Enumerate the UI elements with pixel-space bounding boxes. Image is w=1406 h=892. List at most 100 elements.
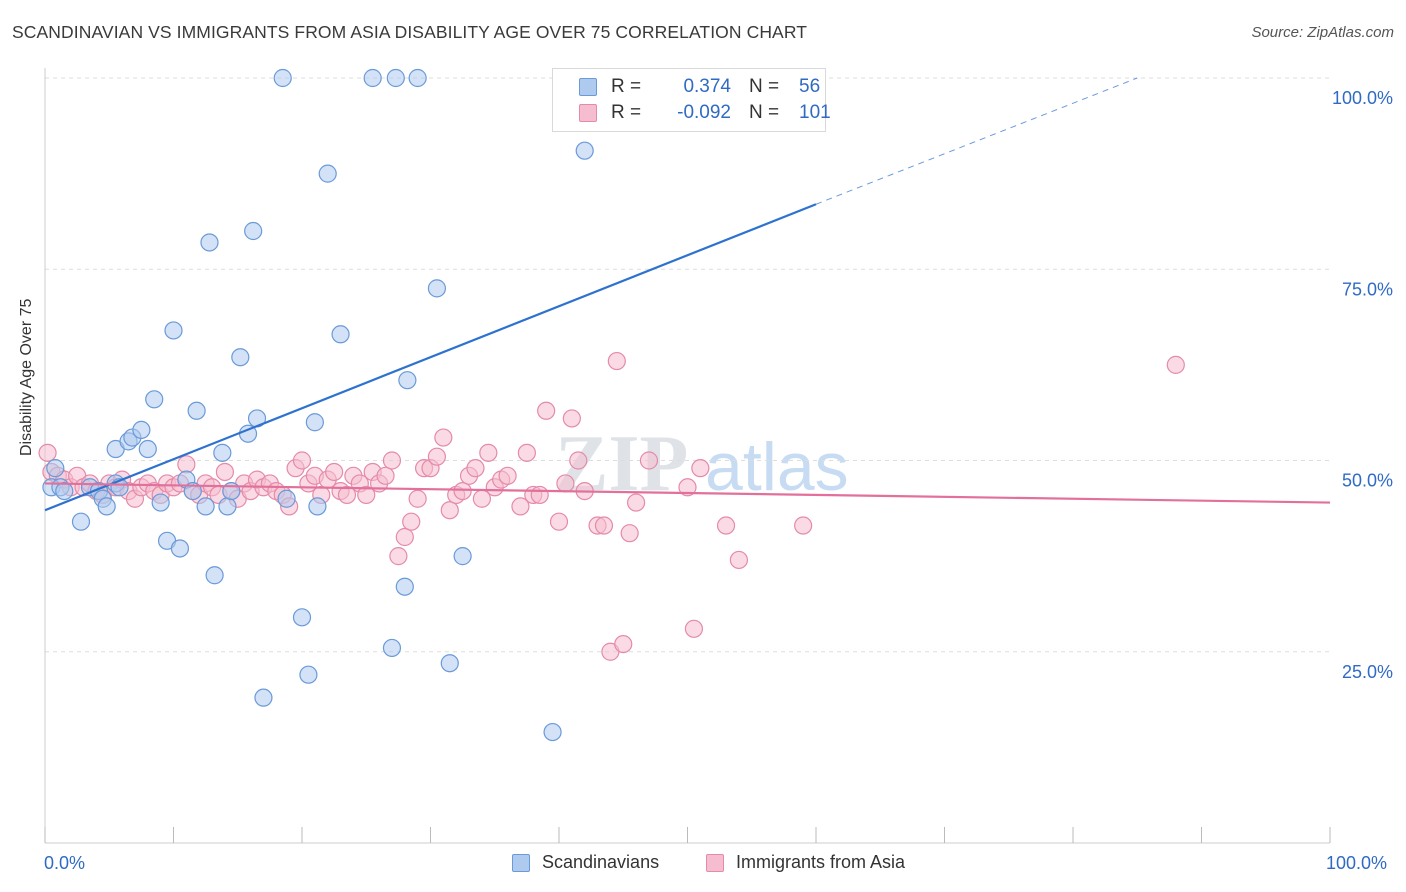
asia-point: [549, 512, 569, 531]
asia-point: [556, 474, 575, 493]
scandinavian-point: [543, 722, 562, 742]
asia-point: [357, 485, 376, 505]
scandinavian-point: [231, 348, 250, 367]
scandinavian-point: [218, 497, 237, 516]
asia-trend-line: [44, 482, 1331, 504]
scandinavian-point: [273, 68, 292, 88]
asia-point: [684, 619, 704, 638]
legend-r-value: -0.092: [677, 102, 731, 123]
asia-point: [678, 478, 697, 497]
asia-point: [562, 409, 581, 428]
scandinavian-point: [97, 497, 116, 516]
asia-point: [517, 443, 536, 462]
legend-r-label: R =: [611, 76, 642, 97]
asia-point: [466, 459, 485, 478]
scandinavian-point: [196, 497, 215, 516]
scandinavian-point: [331, 325, 350, 344]
series-legend: Scandinavians Immigrants from Asia: [0, 852, 1406, 876]
asia-point: [594, 516, 614, 535]
y-tick-label: 50.0%: [1342, 471, 1393, 491]
asia-point: [177, 455, 196, 474]
scandinavian-point: [382, 638, 402, 658]
scandinavian-point: [244, 221, 263, 241]
series-legend-swatch-blue: [512, 853, 530, 872]
asia-point: [38, 443, 57, 462]
asia-point: [530, 485, 549, 505]
scandinavian-point: [363, 68, 382, 88]
asia-point: [402, 512, 421, 531]
y-axis-title: Disability Age Over 75: [18, 298, 35, 456]
asia-point: [395, 527, 414, 547]
scandinavian-point: [395, 577, 414, 596]
scandinavian-point: [318, 164, 337, 183]
asia-point: [408, 489, 427, 508]
scandinavians-trend-extension: [815, 77, 1138, 205]
legend-n-value: 56: [799, 76, 821, 97]
scandinavian-point: [277, 489, 296, 508]
scandinavian-point: [408, 68, 427, 88]
y-tick-labels: 25.0% 50.0% 75.0% 100.0%: [1332, 88, 1393, 682]
scandinavian-point: [132, 420, 151, 439]
legend-n-value: 101: [799, 102, 831, 123]
chart-title: SCANDINAVIAN VS IMMIGRANTS FROM ASIA DIS…: [12, 22, 808, 42]
scandinavian-point: [46, 459, 65, 478]
asia-point: [1166, 355, 1185, 374]
asia-point: [569, 451, 588, 470]
legend-swatch-pink: [579, 104, 597, 122]
scandinavian-point: [205, 566, 224, 585]
asia-point: [511, 497, 530, 516]
asia-point: [325, 462, 344, 482]
scandinavian-point: [427, 279, 447, 298]
scandinavian-point: [200, 233, 219, 252]
scandinavians-trend-line: [44, 203, 817, 512]
scandinavian-point: [55, 482, 74, 501]
asia-point: [716, 516, 736, 535]
scandinavian-point: [71, 512, 91, 531]
scandinavian-point: [138, 439, 157, 459]
scandinavian-point: [187, 401, 206, 420]
asia-point: [498, 466, 517, 485]
asia-point: [729, 550, 749, 570]
scandinavian-point: [183, 482, 202, 501]
asia-point: [620, 524, 639, 543]
x-axis-max-label: 100.0%: [1326, 853, 1388, 873]
asia-point: [453, 482, 472, 501]
scandinavian-point: [292, 608, 312, 627]
asia-point: [440, 501, 459, 520]
series-legend-label: Immigrants from Asia: [736, 852, 906, 872]
correlation-legend: R = 0.374 N = 56 R = -0.092 N = 101: [552, 68, 831, 132]
asia-point: [427, 447, 447, 466]
asia-point: [376, 466, 395, 485]
asia-point: [479, 443, 498, 462]
asia-point: [626, 493, 646, 512]
asia-point: [215, 462, 234, 482]
asia-point: [691, 459, 710, 478]
series-legend-swatch-pink: [706, 853, 724, 872]
legend-r-label: R =: [611, 102, 642, 123]
asia-point: [292, 451, 312, 470]
scandinavian-point: [440, 654, 459, 673]
y-tick-label: 75.0%: [1342, 279, 1393, 299]
asia-point: [537, 401, 556, 420]
scandinavian-point: [151, 493, 170, 512]
asia-point: [434, 428, 453, 447]
asia-point: [639, 451, 659, 470]
asia-point: [382, 451, 402, 470]
watermark-atlas: atlas: [705, 429, 849, 505]
asia-point: [614, 634, 633, 654]
legend-n-label: N =: [749, 102, 780, 123]
trend-lines: [44, 77, 1331, 512]
legend-n-label: N =: [749, 76, 780, 97]
asia-point: [607, 351, 626, 371]
legend-r-value: 0.374: [683, 76, 731, 97]
scandinavian-point: [213, 443, 232, 462]
legend-swatch-blue: [579, 78, 597, 96]
source-label: Source: ZipAtlas.com: [1251, 24, 1394, 41]
x-axis-min-label: 0.0%: [44, 853, 86, 873]
scandinavian-point: [305, 413, 324, 432]
y-tick-label: 100.0%: [1332, 88, 1393, 108]
scandinavian-point: [145, 390, 164, 409]
scandinavian-point: [170, 539, 190, 558]
scandinavian-point: [398, 371, 417, 390]
scandinavian-point: [308, 497, 327, 516]
